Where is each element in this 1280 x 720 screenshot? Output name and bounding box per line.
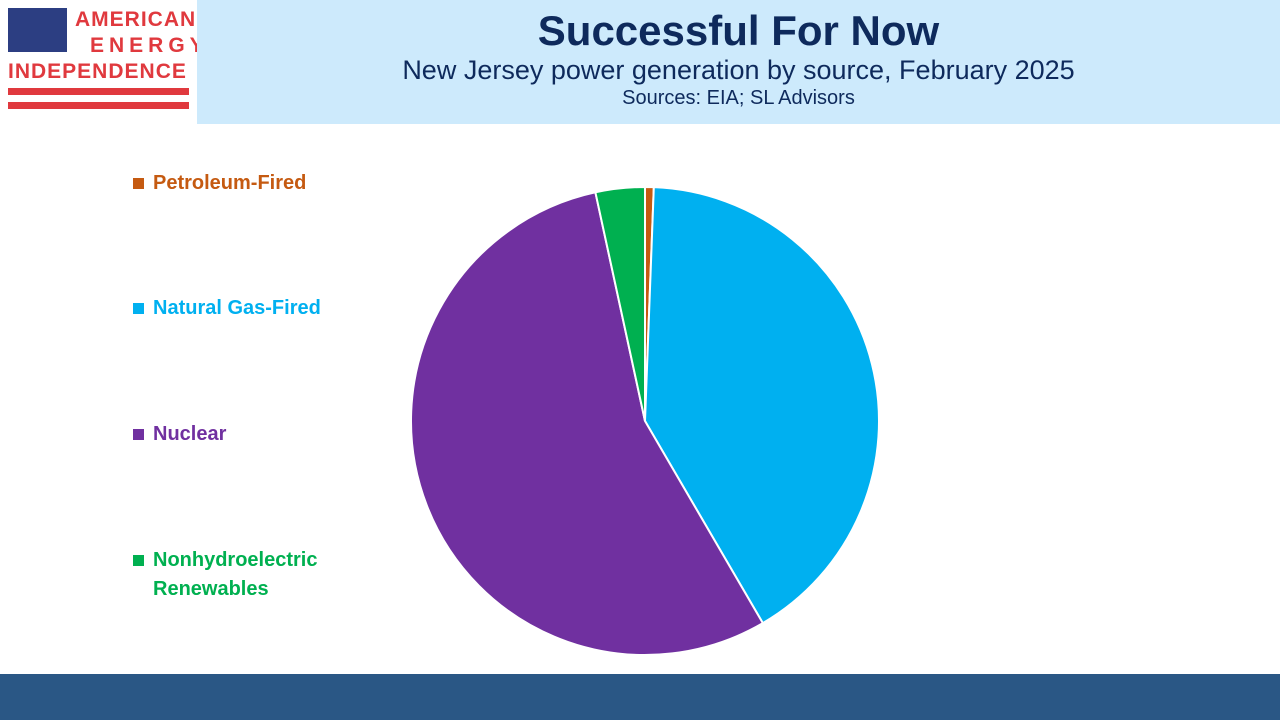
legend-swatch (133, 429, 144, 440)
source: Sources: EIA; SL Advisors (622, 87, 855, 109)
legend-swatch (133, 555, 144, 566)
legend-label: Nonhydroelectric Renewables (153, 549, 318, 600)
logo-text: ENERGY (90, 34, 209, 57)
chart-subtitle: New Jersey power generation by source, F… (402, 55, 1075, 85)
legend-label: Natural Gas-Fired (153, 297, 321, 319)
logo-text: INDEPENDENCE (8, 60, 187, 83)
pie-slice (643, 186, 880, 625)
legend-label: Nuclear (153, 423, 227, 445)
legend-item: Nonhydroelectric Renewables (133, 546, 343, 604)
footer (0, 674, 1280, 720)
header: Successful For Now New Jersey power gene… (197, 0, 1280, 124)
legend-swatch (133, 178, 144, 189)
logo: AMERICAN ENERGY INDEPENDENCE (0, 0, 204, 124)
pie-slice (594, 185, 646, 422)
legend-swatch (133, 303, 144, 314)
legend-label: Petroleum-Fired (153, 172, 307, 194)
pie-slice (410, 191, 765, 656)
legend-item: Nuclear (133, 420, 363, 449)
legend-item: Petroleum-Fired (133, 169, 363, 198)
legend-item: Natural Gas-Fired (133, 294, 363, 323)
chart-title: Successful For Now (537, 7, 940, 54)
logo-text: AMERICAN (75, 8, 197, 31)
flag (8, 8, 189, 109)
